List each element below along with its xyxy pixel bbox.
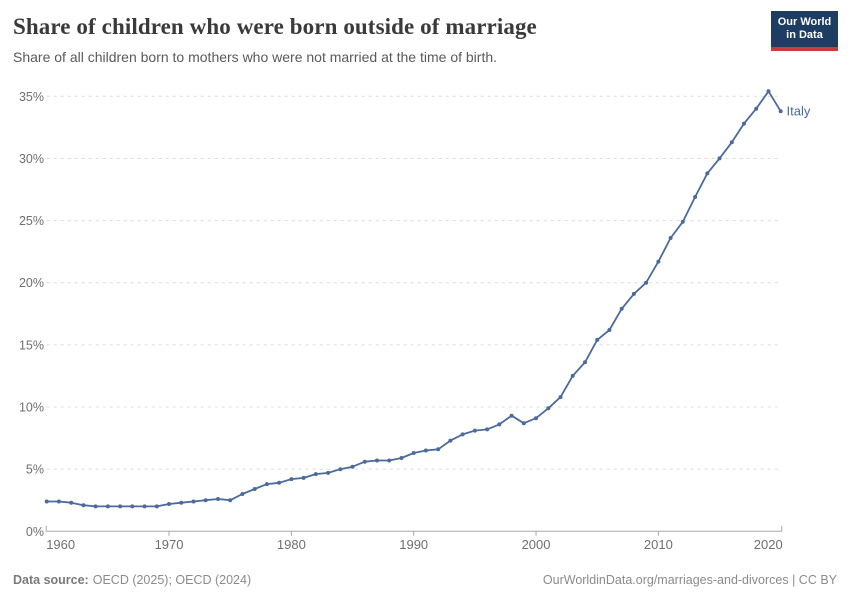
data-point-1981[interactable] [301,475,306,480]
data-point-1999[interactable] [521,421,526,426]
data-point-2015[interactable] [717,156,722,161]
x-tick-label-1980: 1980 [277,537,306,552]
data-point-2005[interactable] [595,337,600,342]
y-tick-label-5: 5% [26,463,44,477]
data-point-1991[interactable] [423,448,428,453]
series-line-italy[interactable] [45,90,782,508]
data-point-1963[interactable] [81,503,86,508]
data-point-1960[interactable] [44,499,49,504]
x-tick-label-1970: 1970 [155,537,184,552]
data-point-1972[interactable] [191,499,196,504]
data-point-2020[interactable] [778,109,783,114]
y-tick-label-25: 25% [19,214,44,228]
data-point-1973[interactable] [203,498,208,503]
data-point-1989[interactable] [399,456,404,460]
data-point-1985[interactable] [350,464,355,469]
data-point-2012[interactable] [680,219,685,224]
data-point-1977[interactable] [252,487,257,491]
data-point-1974[interactable] [216,497,220,501]
data-point-1976[interactable] [240,492,245,496]
data-point-2019[interactable] [766,89,771,94]
chart-footer: Data source: OECD (2025); OECD (2024) Our… [13,573,837,588]
data-point-1979[interactable] [277,480,282,485]
data-point-2011[interactable] [668,236,673,240]
data-point-1980[interactable] [289,477,294,482]
data-point-1982[interactable] [313,472,318,477]
data-point-1988[interactable] [387,458,392,463]
data-source: Data source: OECD (2025); OECD (2024) [13,573,251,588]
page-subtitle: Share of all children born to mothers wh… [13,49,498,65]
data-point-1984[interactable] [338,467,343,472]
data-point-2009[interactable] [644,280,649,285]
data-point-1997[interactable] [497,422,502,427]
data-source-value: OECD (2025); OECD (2024) [92,573,252,587]
data-point-1968[interactable] [142,504,147,509]
y-tick-label-10: 10% [19,401,44,415]
data-point-1995[interactable] [472,428,477,433]
data-source-label: Data source: [13,573,89,587]
owid-logo-stripe [771,47,838,51]
data-point-1964[interactable] [93,504,98,509]
page-title: Share of children who were born outside … [13,14,537,39]
x-tick-label-1990: 1990 [399,537,428,552]
y-tick-label-0: 0% [26,525,44,539]
y-tick-label-35: 35% [19,90,44,104]
data-point-1969[interactable] [154,504,159,509]
data-point-1994[interactable] [460,432,465,437]
x-tick-label-2000: 2000 [522,537,551,552]
data-point-2008[interactable] [631,291,636,296]
data-point-2000[interactable] [534,416,538,421]
data-point-1993[interactable] [448,438,453,443]
owid-logo-line2: in Data [786,29,823,41]
y-tick-label-20: 20% [19,276,44,290]
data-point-2006[interactable] [607,328,612,332]
data-point-1978[interactable] [264,482,269,487]
x-tick-label-1960: 1960 [46,537,75,552]
data-point-1966[interactable] [118,504,123,509]
data-point-1992[interactable] [436,447,441,452]
chart-header: Share of children who were born outside … [13,12,837,66]
y-tick-label-15: 15% [19,338,44,352]
data-point-1987[interactable] [375,458,379,463]
data-point-1986[interactable] [362,459,367,464]
data-point-1971[interactable] [179,500,184,505]
data-point-2007[interactable] [619,306,624,311]
data-point-2010[interactable] [656,259,661,264]
data-point-2013[interactable] [693,195,698,199]
owid-logo[interactable]: Our World in Data [771,11,838,51]
owid-logo-line1: Our World [777,16,832,28]
data-point-2016[interactable] [729,140,734,145]
data-point-2004[interactable] [583,360,587,365]
data-point-2003[interactable] [570,373,575,378]
data-point-1961[interactable] [56,499,61,504]
data-point-2017[interactable] [742,121,746,126]
data-point-1967[interactable] [130,504,135,509]
data-point-1962[interactable] [69,500,74,505]
data-point-2014[interactable] [705,171,710,176]
license-credit-link[interactable]: OurWorldinData.org/marriages-and-divorce… [542,573,837,587]
data-point-1996[interactable] [485,427,490,432]
owid-logo-box: Our World in Data [771,11,838,47]
data-point-2002[interactable] [558,395,563,400]
data-point-1998[interactable] [509,413,514,418]
data-point-1990[interactable] [411,451,416,455]
entity-label-italy[interactable]: Italy [787,104,811,119]
data-point-1970[interactable] [167,502,171,506]
data-point-1975[interactable] [228,498,233,503]
x-tick-label-2010: 2010 [644,537,673,552]
data-point-1983[interactable] [326,470,331,475]
data-point-1965[interactable] [105,504,110,509]
y-tick-label-30: 30% [19,152,44,166]
x-tick-label-2020: 2020 [754,537,783,552]
data-point-2001[interactable] [546,406,551,411]
data-point-2018[interactable] [754,106,759,111]
